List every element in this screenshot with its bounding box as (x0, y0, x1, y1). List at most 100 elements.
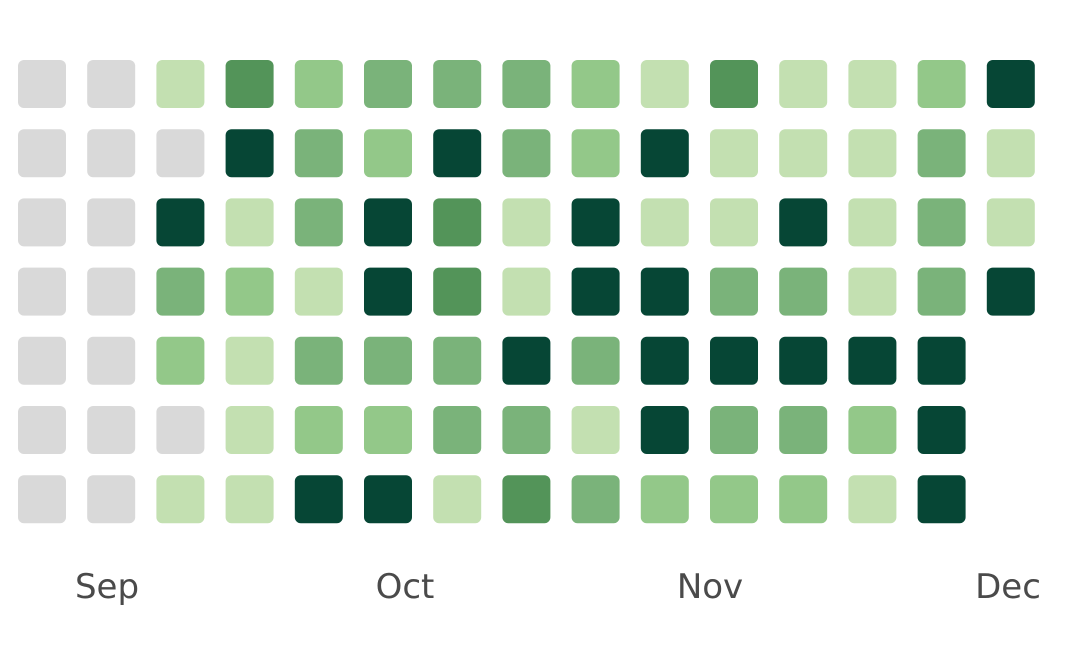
heatmap-cell-w7-d1 (433, 60, 482, 108)
heatmap-cell-w3-d3 (156, 198, 205, 247)
heatmap-cell-w9-d3 (571, 198, 620, 247)
heatmap-cell-w5-d7 (294, 475, 343, 524)
heatmap-cell-w4-d4 (225, 267, 274, 316)
heatmap-cell-w7-d5 (433, 336, 482, 385)
heatmap-cell-w8-d1 (502, 60, 551, 108)
heatmap-cell-w6-d2 (364, 129, 412, 178)
heatmap-cell-w6-d6 (364, 406, 412, 454)
heatmap-cell-w8-d4 (502, 267, 551, 316)
heatmap-cell-w3-d7 (156, 475, 205, 524)
heatmap-cell-w4-d7 (225, 475, 274, 524)
heatmap-cell-w3-d2 (156, 129, 205, 178)
heatmap-cell-w8-d6 (502, 406, 551, 454)
heatmap-cell-w5-d5 (294, 336, 343, 385)
heatmap-cell-w4-d5 (225, 336, 274, 385)
heatmap-cell-w11-d1 (710, 60, 758, 108)
heatmap-cell-w14-d7 (917, 475, 966, 524)
heatmap-cell-w12-d5 (779, 336, 828, 385)
heatmap-cell-w14-d5 (917, 336, 966, 385)
heatmap-cell-w12-d6 (779, 406, 828, 454)
heatmap-cell-w2-d1 (87, 60, 136, 108)
heatmap-cell-w5-d3 (294, 198, 343, 247)
heatmap-cell-w7-d2 (433, 129, 482, 178)
heatmap-cell-w6-d3 (364, 198, 412, 247)
heatmap-cell-w15-d1 (986, 60, 1035, 108)
heatmap-cell-w9-d6 (571, 406, 620, 454)
month-labels: Sep Oct Nov Dec (75, 567, 1041, 607)
heatmap-cell-w14-d2 (917, 129, 966, 178)
heatmap-cell-w1-d1 (18, 60, 66, 108)
heatmap-cell-w4-d2 (225, 129, 274, 178)
heatmap-cell-w12-d3 (779, 198, 828, 247)
heatmap-cell-w1-d4 (18, 267, 66, 316)
heatmap-cell-w8-d7 (502, 475, 551, 524)
heatmap-cell-w2-d5 (87, 336, 136, 385)
heatmap-cell-w7-d3 (433, 198, 482, 247)
heatmap-cell-w13-d5 (848, 336, 897, 385)
heatmap-cell-w9-d1 (571, 60, 620, 108)
heatmap-cell-w6-d5 (364, 336, 412, 385)
heatmap-cell-w15-d3 (986, 198, 1035, 247)
heatmap-cell-w11-d2 (710, 129, 758, 178)
heatmap-cell-w9-d4 (571, 267, 620, 316)
heatmap-cell-w13-d3 (848, 198, 897, 247)
heatmap-cell-w13-d4 (848, 267, 897, 316)
heatmap-cell-w14-d1 (917, 60, 966, 108)
heatmap-cell-w3-d5 (156, 336, 205, 385)
heatmap-cell-w9-d7 (571, 475, 620, 524)
heatmap-cell-w11-d7 (710, 475, 758, 524)
heatmap-cell-w13-d7 (848, 475, 897, 524)
heatmap-cell-w5-d6 (294, 406, 343, 454)
heatmap-cell-w2-d2 (87, 129, 136, 178)
heatmap-cell-w1-d3 (18, 198, 66, 247)
heatmap-cell-w10-d7 (640, 475, 689, 524)
heatmap-cell-w11-d6 (710, 406, 758, 454)
heatmap-cell-w6-d1 (364, 60, 412, 108)
heatmap-cell-w12-d4 (779, 267, 828, 316)
heatmap-cell-w13-d6 (848, 406, 897, 454)
heatmap-cell-w10-d1 (640, 60, 689, 108)
heatmap-cell-w4-d6 (225, 406, 274, 454)
heatmap-cell-w10-d6 (640, 406, 689, 454)
heatmap-cell-w8-d2 (502, 129, 551, 178)
heatmap-cell-w1-d6 (18, 406, 66, 454)
heatmap-cell-w10-d2 (640, 129, 689, 178)
heatmap-cell-w12-d7 (779, 475, 828, 524)
heatmap-cell-w1-d5 (18, 336, 66, 385)
heatmap-cells (18, 60, 1035, 524)
heatmap-cell-w7-d4 (433, 267, 482, 316)
heatmap-cell-w9-d5 (571, 336, 620, 385)
heatmap-cell-w2-d3 (87, 198, 136, 247)
heatmap-cell-w14-d4 (917, 267, 966, 316)
month-label-nov: Nov (677, 567, 743, 607)
heatmap-cell-w8-d3 (502, 198, 551, 247)
month-label-sep: Sep (75, 567, 139, 607)
month-label-oct: Oct (376, 567, 435, 607)
heatmap-cell-w14-d3 (917, 198, 966, 247)
heatmap-cell-w15-d2 (986, 129, 1035, 178)
heatmap-cell-w15-d4 (986, 267, 1035, 316)
heatmap-cell-w9-d2 (571, 129, 620, 178)
heatmap-cell-w10-d3 (640, 198, 689, 247)
heatmap-cell-w2-d6 (87, 406, 136, 454)
heatmap-cell-w2-d7 (87, 475, 136, 524)
heatmap-cell-w7-d6 (433, 406, 482, 454)
heatmap-cell-w11-d3 (710, 198, 758, 247)
heatmap-cell-w3-d1 (156, 60, 205, 108)
heatmap-cell-w12-d2 (779, 129, 828, 178)
heatmap-cell-w5-d1 (294, 60, 343, 108)
heatmap-cell-w6-d4 (364, 267, 412, 316)
month-label-dec: Dec (975, 567, 1041, 607)
heatmap-cell-w5-d2 (294, 129, 343, 178)
heatmap-cell-w3-d4 (156, 267, 205, 316)
heatmap-cell-w11-d5 (710, 336, 758, 385)
heatmap-cell-w5-d4 (294, 267, 343, 316)
heatmap-cell-w13-d1 (848, 60, 897, 108)
heatmap-cell-w3-d6 (156, 406, 205, 454)
heatmap-cell-w1-d7 (18, 475, 66, 524)
heatmap-cell-w6-d7 (364, 475, 412, 524)
heatmap-cell-w7-d7 (433, 475, 482, 524)
heatmap-cell-w2-d4 (87, 267, 136, 316)
heatmap-cell-w10-d4 (640, 267, 689, 316)
